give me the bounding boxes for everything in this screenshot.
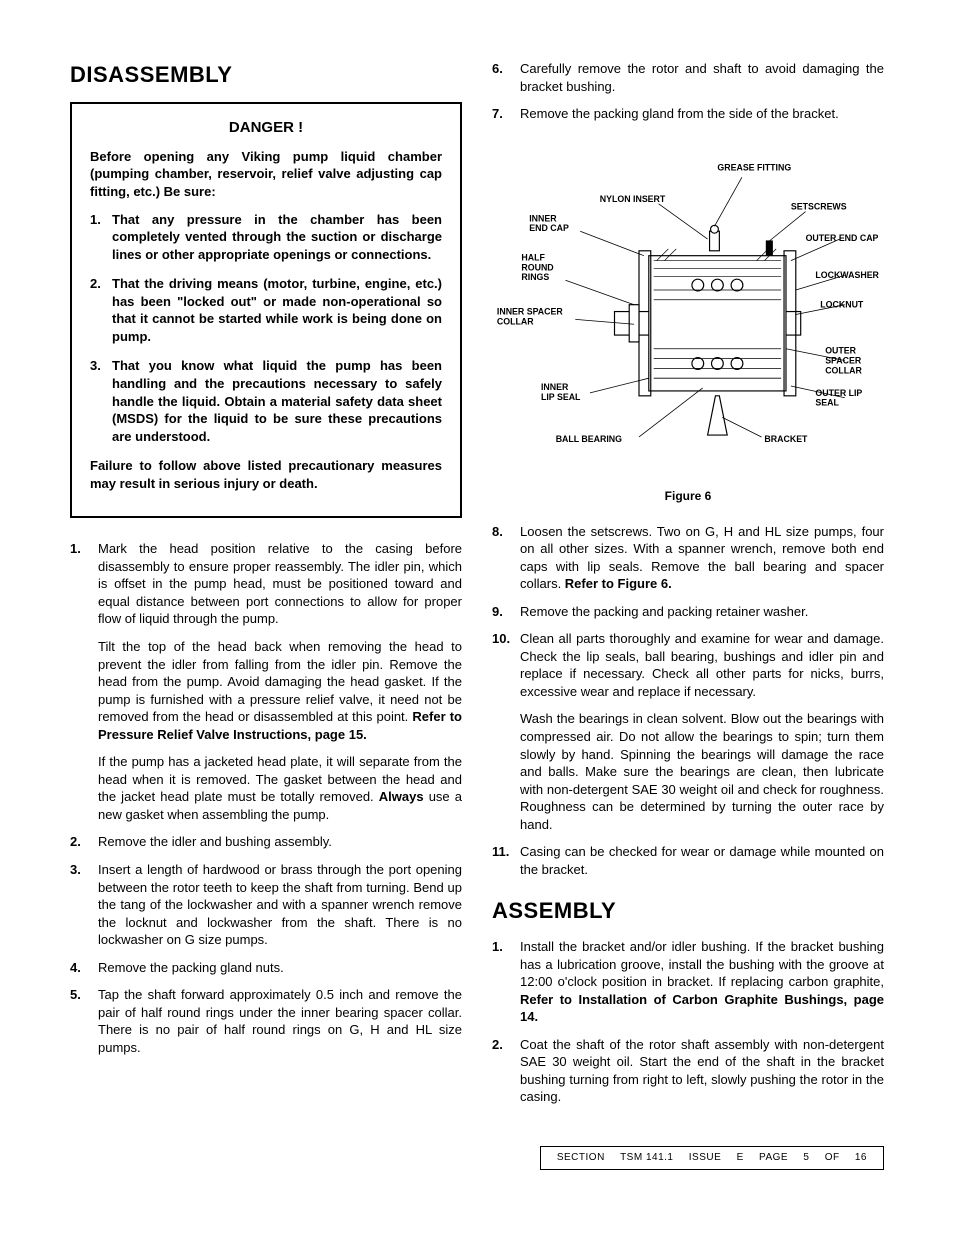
step-number: 4. [70, 959, 81, 977]
label-outer-end-cap: OUTER END CAP [806, 233, 879, 243]
step-text: Clean all parts thoroughly and examine f… [520, 631, 884, 699]
label-outer-lip-seal: OUTER LIPSEAL [815, 387, 862, 407]
step-number: 1. [70, 540, 81, 558]
step-text: Remove the packing and packing retainer … [520, 604, 808, 619]
step-6: 6. Carefully remove the rotor and shaft … [492, 60, 884, 95]
step-5: 5. Tap the shaft forward approximately 0… [70, 986, 462, 1056]
step-number: 6. [492, 60, 503, 78]
step-number: 7. [492, 105, 503, 123]
footer-box: SECTION TSM 141.1 ISSUE E PAGE 5 OF 16 [540, 1146, 884, 1170]
step-10: 10. Clean all parts thoroughly and exami… [492, 630, 884, 833]
step-number: 5. [70, 986, 81, 1004]
disassembly-list-right-top: 6. Carefully remove the rotor and shaft … [492, 60, 884, 123]
label-inner-spacer-collar: INNER SPACERCOLLAR [497, 306, 563, 326]
step-2: 2. Remove the idler and bushing assembly… [70, 833, 462, 851]
danger-title: DANGER ! [90, 118, 442, 138]
label-locknut: LOCKNUT [820, 299, 864, 309]
danger-item: That any pressure in the chamber has bee… [90, 211, 442, 264]
step-number: 2. [70, 833, 81, 851]
step-text: Insert a length of hardwood or brass thr… [98, 862, 462, 947]
assembly-step-1: 1. Install the bracket and/or idler bush… [492, 938, 884, 1026]
assembly-step-2: 2. Coat the shaft of the rotor shaft ass… [492, 1036, 884, 1106]
footer-issue-label: ISSUE [689, 1152, 722, 1163]
step-number: 11. [492, 843, 509, 861]
step-text: Remove the packing gland from the side o… [520, 106, 839, 121]
danger-item: That the driving means (motor, turbine, … [90, 275, 442, 345]
label-ball-bearing: BALL BEARING [556, 434, 622, 444]
footer-section-label: SECTION [557, 1152, 605, 1163]
step-para: Tilt the top of the head back when remov… [98, 638, 462, 743]
footer-section-value: TSM 141.1 [620, 1152, 673, 1163]
disassembly-list-right-bottom: 8. Loosen the setscrews. Two on G, H and… [492, 523, 884, 879]
step-text: Remove the idler and bushing assembly. [98, 834, 332, 849]
step-number: 1. [492, 938, 503, 956]
label-setscrews: SETSCREWS [791, 201, 847, 211]
footer-page-label: PAGE [759, 1152, 788, 1163]
label-grease-fitting: GREASE FITTING [717, 162, 791, 172]
label-inner-lip-seal: INNERLIP SEAL [541, 382, 581, 402]
step-number: 9. [492, 603, 503, 621]
step-11: 11. Casing can be checked for wear or da… [492, 843, 884, 878]
step-number: 2. [492, 1036, 503, 1054]
footer-total-pages: 16 [855, 1152, 867, 1163]
step-8: 8. Loosen the setscrews. Two on G, H and… [492, 523, 884, 593]
footer-page-value: 5 [803, 1152, 809, 1163]
step-1: 1. Mark the head position relative to th… [70, 540, 462, 823]
footer-issue-value: E [737, 1152, 744, 1163]
label-outer-spacer-collar: OUTERSPACERCOLLAR [825, 345, 862, 375]
step-3: 3. Insert a length of hardwood or brass … [70, 861, 462, 949]
step-4: 4. Remove the packing gland nuts. [70, 959, 462, 977]
step-text: Loosen the setscrews. Two on G, H and HL… [520, 524, 884, 592]
step-9: 9. Remove the packing and packing retain… [492, 603, 884, 621]
disassembly-list-left: 1. Mark the head position relative to th… [70, 540, 462, 1056]
label-nylon-insert: NYLON INSERT [600, 193, 666, 203]
step-number: 10. [492, 630, 510, 648]
step-text: Casing can be checked for wear or damage… [520, 844, 884, 877]
step-text: Tap the shaft forward approximately 0.5 … [98, 987, 462, 1055]
step-text: Coat the shaft of the rotor shaft assemb… [520, 1037, 884, 1105]
step-para: Wash the bearings in clean solvent. Blow… [520, 710, 884, 833]
danger-list: That any pressure in the chamber has bee… [90, 211, 442, 446]
assembly-heading: ASSEMBLY [492, 896, 884, 926]
assembly-list: 1. Install the bracket and/or idler bush… [492, 938, 884, 1106]
label-lockwasher: LOCKWASHER [815, 270, 879, 280]
figure-6-svg: GREASE FITTING NYLON INSERT SETSCREWS IN… [492, 143, 884, 476]
step-7: 7. Remove the packing gland from the sid… [492, 105, 884, 123]
danger-item: That you know what liquid the pump has b… [90, 357, 442, 445]
figure-caption: Figure 6 [492, 488, 884, 504]
label-half-round-rings: HALFROUNDRINGS [521, 252, 553, 282]
figure-6: GREASE FITTING NYLON INSERT SETSCREWS IN… [492, 143, 884, 505]
step-number: 3. [70, 861, 81, 879]
label-inner-end-cap: INNEREND CAP [529, 213, 569, 233]
step-para: If the pump has a jacketed head plate, i… [98, 753, 462, 823]
page-footer: SECTION TSM 141.1 ISSUE E PAGE 5 OF 16 [70, 1146, 884, 1170]
step-text: Install the bracket and/or idler bushing… [520, 939, 884, 1024]
danger-intro: Before opening any Viking pump liquid ch… [90, 148, 442, 201]
label-bracket: BRACKET [764, 434, 808, 444]
danger-outro: Failure to follow above listed precautio… [90, 457, 442, 492]
disassembly-heading: DISASSEMBLY [70, 60, 462, 90]
danger-box: DANGER ! Before opening any Viking pump … [70, 102, 462, 519]
step-text: Mark the head position relative to the c… [98, 541, 462, 626]
footer-of-label: OF [825, 1152, 840, 1163]
step-text: Carefully remove the rotor and shaft to … [520, 61, 884, 94]
step-number: 8. [492, 523, 503, 541]
step-text: Remove the packing gland nuts. [98, 960, 284, 975]
